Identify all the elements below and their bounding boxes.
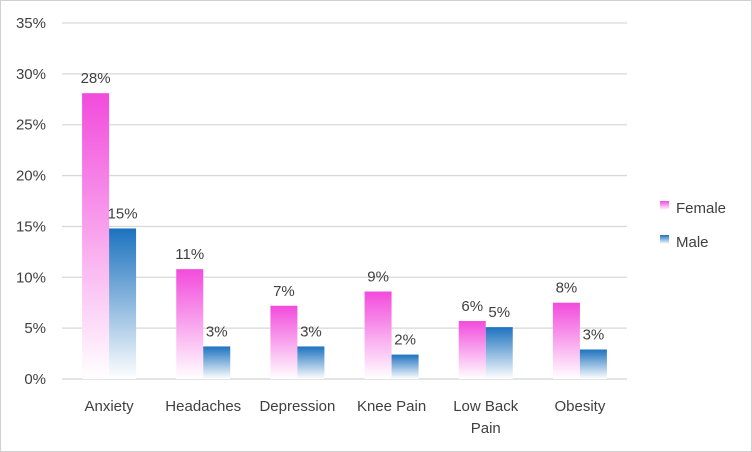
data-label: 6% bbox=[461, 298, 483, 315]
legend-swatch-male bbox=[660, 235, 669, 244]
x-axis: Anxiety Headaches Depression Knee Pain Low B… bbox=[84, 398, 605, 437]
x-tick-label: Obesity bbox=[554, 398, 605, 415]
data-label: 3% bbox=[206, 323, 228, 340]
y-tick-label: 5% bbox=[24, 320, 46, 337]
data-label: 5% bbox=[488, 304, 510, 321]
bar-female bbox=[270, 305, 298, 379]
data-label: 2% bbox=[394, 332, 416, 349]
legend-label-male: Male bbox=[676, 234, 709, 251]
data-label: 3% bbox=[300, 323, 322, 340]
data-label: 9% bbox=[367, 269, 389, 286]
x-tick-label: Depression bbox=[259, 398, 335, 415]
bar-male bbox=[297, 346, 325, 379]
y-axis: 0% 5% 10% 15% 20% 25% 30% 35% bbox=[16, 15, 46, 388]
data-label: 3% bbox=[583, 327, 605, 344]
bars bbox=[82, 93, 607, 379]
bar-female bbox=[458, 321, 486, 379]
data-label: 8% bbox=[556, 280, 578, 297]
y-tick-label: 25% bbox=[16, 117, 46, 134]
bar-female bbox=[176, 269, 204, 379]
y-tick-label: 30% bbox=[16, 66, 46, 83]
bar-male bbox=[203, 346, 231, 379]
bar-male bbox=[579, 349, 607, 379]
bar-male bbox=[109, 228, 137, 379]
legend-swatch-female bbox=[660, 201, 669, 210]
legend: Female Male bbox=[660, 200, 726, 251]
bar-female bbox=[364, 291, 392, 379]
bar-male bbox=[485, 327, 513, 379]
gridlines bbox=[62, 22, 627, 380]
data-labels: 28% 15% 11% 3% 7% 3% 9% 2% 6% 5% 8% 3% bbox=[81, 70, 605, 348]
y-tick-label: 35% bbox=[16, 15, 46, 32]
x-tick-label: Headaches bbox=[165, 398, 241, 415]
y-tick-label: 15% bbox=[16, 218, 46, 235]
x-tick-label: Anxiety bbox=[84, 398, 134, 415]
y-tick-label: 20% bbox=[16, 168, 46, 185]
data-label: 15% bbox=[108, 205, 138, 222]
x-tick-label: Knee Pain bbox=[357, 398, 426, 415]
bar-female bbox=[82, 93, 110, 379]
y-tick-label: 0% bbox=[24, 371, 46, 388]
data-label: 7% bbox=[273, 283, 295, 300]
bar-female bbox=[552, 302, 580, 379]
data-label: 28% bbox=[81, 70, 111, 87]
y-tick-label: 10% bbox=[16, 269, 46, 286]
data-label: 11% bbox=[175, 246, 204, 263]
bar-male bbox=[391, 354, 419, 379]
x-tick-label: Pain bbox=[471, 420, 501, 437]
legend-label-female: Female bbox=[676, 200, 726, 217]
x-tick-label: Low Back bbox=[453, 398, 519, 415]
